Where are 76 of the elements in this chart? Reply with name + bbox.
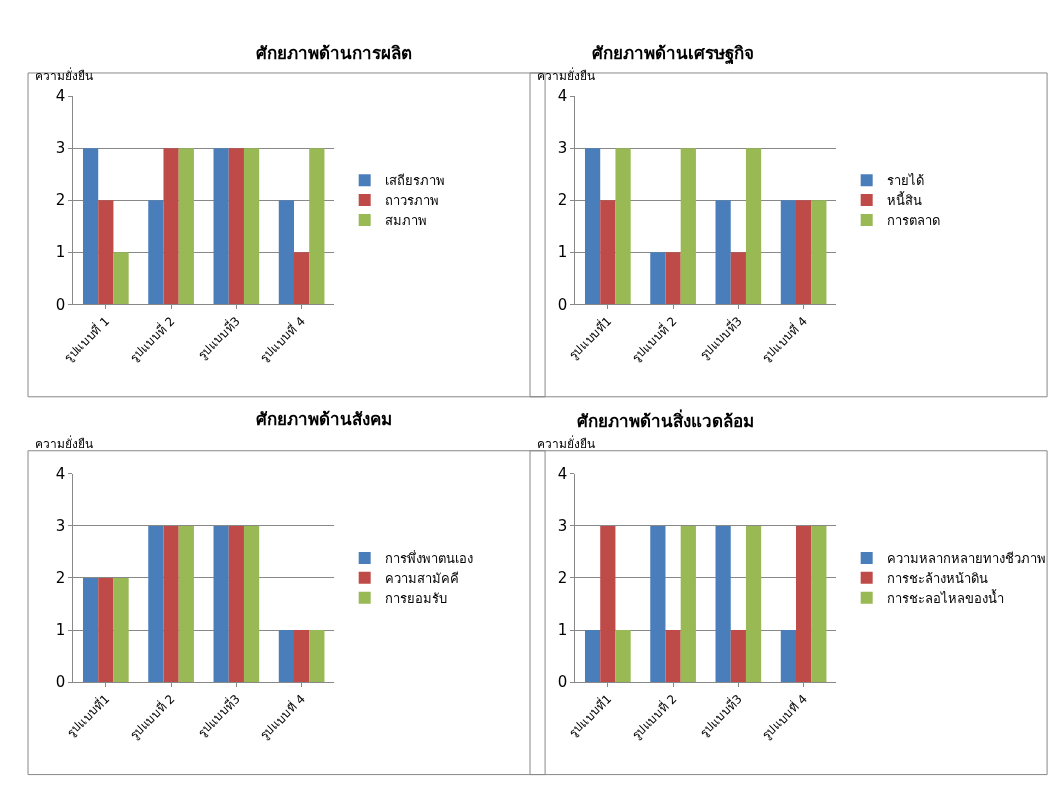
legend-label: เสถียรภาพ	[384, 173, 445, 189]
y-tick-label: 2	[55, 569, 66, 588]
chart-title: ศักยภาพด้านสิ่งแวดล้อม	[577, 409, 754, 431]
y-tick-label: 2	[55, 191, 66, 210]
legend-label: หนี้สิน	[886, 191, 922, 209]
y-tick-label: 4	[557, 465, 568, 484]
bar	[228, 148, 244, 305]
bar	[680, 148, 696, 305]
bar	[82, 148, 99, 305]
bar	[811, 200, 827, 305]
bar	[715, 200, 731, 305]
bar	[82, 577, 99, 683]
bar	[163, 148, 179, 305]
bar	[148, 200, 164, 305]
y-tick-label: 1	[55, 621, 66, 640]
bar	[113, 577, 129, 683]
bar	[213, 148, 229, 305]
bar	[243, 525, 260, 683]
legend-label: ความหลากหลายทางชีวภาพ	[886, 550, 1046, 566]
bar	[796, 200, 812, 305]
bar	[309, 630, 325, 683]
y-tick-label: 0	[55, 673, 66, 692]
y-tick-label: 4	[55, 465, 66, 484]
bar	[730, 252, 746, 305]
chart-title: ศักยภาพด้านสังคม	[256, 410, 392, 429]
bar	[178, 148, 194, 305]
y-axis-title: ความยั่งยืน	[537, 67, 595, 83]
bar	[745, 148, 762, 305]
y-tick-label: 4	[557, 87, 568, 106]
bar	[178, 525, 194, 683]
y-tick-label: 4	[55, 87, 66, 106]
bar	[113, 252, 129, 305]
legend-label: ความสามัคคี	[384, 570, 459, 586]
bar	[213, 525, 229, 683]
y-tick-label: 1	[557, 621, 568, 640]
bar	[600, 200, 616, 305]
bar	[98, 577, 114, 683]
legend-label: การชะลอไหลของน้ำ	[886, 588, 1004, 606]
y-tick-label: 3	[55, 517, 66, 536]
y-tick-label: 2	[557, 191, 568, 210]
y-axis-title: ความยั่งยืน	[537, 435, 595, 451]
bar	[294, 630, 310, 683]
bar	[780, 200, 796, 305]
bar	[615, 148, 631, 305]
y-tick-label: 0	[557, 673, 568, 692]
bar	[148, 525, 164, 683]
legend-label: รายได้	[886, 173, 924, 189]
y-tick-label: 2	[557, 569, 568, 588]
bar	[278, 630, 294, 683]
bar	[294, 252, 310, 305]
legend-label: ถาวรภาพ	[384, 193, 439, 209]
bar	[665, 252, 681, 305]
bar	[278, 200, 294, 305]
legend-label: การพึ่งพาตนเอง	[384, 549, 473, 566]
legend-label: การตลาด	[886, 213, 940, 229]
bar	[584, 148, 601, 305]
y-tick-label: 0	[55, 295, 66, 314]
chart-title: ศักยภาพด้านเศรษฐกิจ	[592, 44, 754, 65]
bar	[98, 200, 114, 305]
legend-label: การชะล้างหน้าดิน	[886, 570, 988, 586]
y-tick-label: 3	[557, 517, 568, 536]
y-axis-title: ความยั่งยืน	[35, 67, 93, 83]
chart-title: ศักยภาพด้านการผลิต	[256, 44, 412, 63]
y-tick-label: 3	[55, 139, 66, 158]
y-tick-label: 1	[557, 243, 568, 262]
bar	[243, 148, 260, 305]
bar	[309, 148, 325, 305]
bar	[163, 525, 179, 683]
y-tick-label: 3	[557, 139, 568, 158]
bar	[228, 525, 244, 683]
legend-label: การยอมรับ	[384, 590, 447, 606]
legend-label: สมภาพ	[384, 213, 427, 229]
y-tick-label: 1	[55, 243, 66, 262]
y-tick-label: 0	[557, 295, 568, 314]
bar	[650, 252, 666, 305]
y-axis-title: ความยั่งยืน	[35, 435, 93, 451]
